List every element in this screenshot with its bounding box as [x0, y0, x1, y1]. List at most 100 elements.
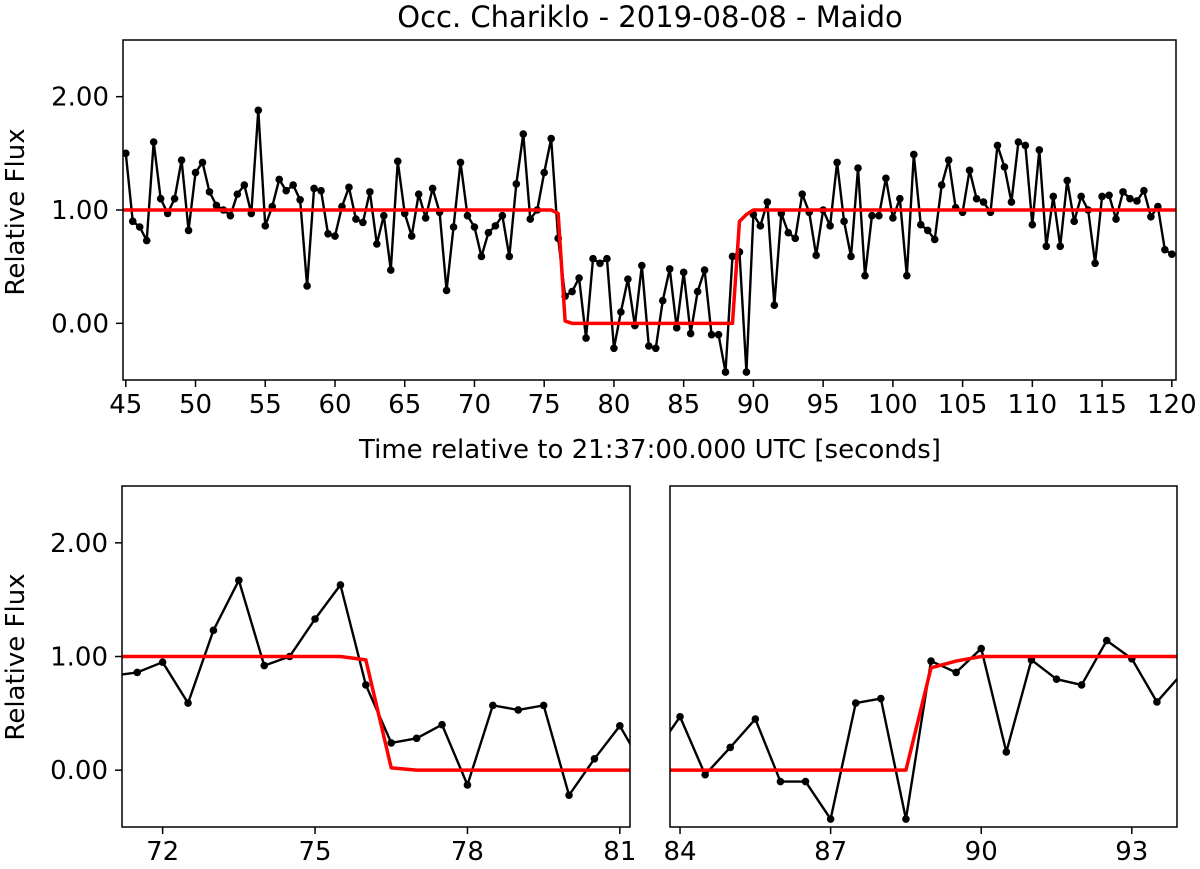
top-data-point — [1035, 146, 1044, 154]
bottom-left-data-point — [108, 672, 116, 680]
bottom-left-data-point — [387, 739, 396, 747]
top-data-point — [645, 342, 653, 350]
top-data-point — [1140, 186, 1148, 195]
top-data-point — [742, 368, 751, 376]
top-x-tick-label: 75 — [528, 390, 561, 420]
bottom-right-data-point — [801, 777, 810, 786]
top-data-point — [289, 181, 297, 189]
top-data-point — [1161, 245, 1169, 254]
bottom-left-data-point — [158, 658, 167, 666]
bottom-right-data-point — [1077, 681, 1086, 689]
top-data-point — [1063, 176, 1072, 185]
top-data-point — [373, 240, 381, 248]
top-data-point — [184, 226, 193, 235]
top-data-point — [156, 194, 165, 203]
bottom-left-data-point — [590, 755, 599, 763]
top-data-point — [123, 149, 130, 158]
bottom-left-data-point — [438, 720, 446, 729]
top-data-point — [651, 344, 660, 353]
top-data-point — [763, 198, 772, 206]
bottom-left-data-point — [514, 706, 523, 714]
top-x-tick-label: 45 — [109, 390, 142, 420]
top-x-tick-label: 70 — [458, 390, 491, 420]
bottom-right-axes-frame — [669, 485, 1178, 828]
top-data-point — [714, 330, 723, 339]
top-data-point — [603, 254, 611, 263]
top-data-point — [1133, 197, 1141, 205]
bottom-left-y-tick-label: 0.00 — [50, 756, 108, 786]
top-data-point — [1007, 198, 1016, 206]
top-data-point — [1091, 259, 1099, 268]
top-data-point — [665, 265, 674, 273]
bottom-right-data-point — [826, 815, 835, 823]
bottom-left-fit-line — [122, 654, 630, 772]
top-data-point — [672, 324, 681, 332]
bottom-left-data-point — [489, 701, 497, 710]
top-data-point — [1000, 163, 1009, 171]
top-data-point — [477, 252, 486, 261]
bottom-right-x-tick-label: 90 — [965, 837, 998, 867]
top-x-tick-label: 55 — [249, 390, 282, 420]
bottom-left-data-point — [362, 681, 370, 689]
top-data-point — [693, 287, 702, 296]
top-data-point — [1126, 194, 1134, 203]
top-data-point — [686, 329, 695, 338]
bottom-left-x-tick-label: 81 — [603, 837, 636, 867]
bottom-left-data-point — [641, 766, 649, 774]
bottom-right-data-point — [701, 770, 709, 779]
top-data-point — [965, 166, 974, 175]
bottom-left-data-point — [311, 615, 319, 623]
top-data-point — [679, 268, 688, 277]
top-data-point — [547, 134, 555, 143]
bottom-right-plot-area: 84 87 90 93 — [651, 485, 1186, 867]
top-data-point — [1077, 192, 1085, 201]
bottom-right-data-point — [1052, 675, 1061, 684]
bottom-left-data-point — [616, 722, 624, 730]
top-data-point — [707, 330, 716, 339]
top-data-point — [624, 275, 632, 283]
top-data-point — [303, 282, 311, 290]
top-data-point — [317, 186, 325, 195]
top-data-point — [861, 271, 869, 280]
top-x-tick-label: 60 — [318, 390, 351, 420]
bottom-left-data-point — [412, 734, 421, 743]
top-data-point — [310, 184, 318, 193]
bottom-left-data-point — [235, 576, 243, 585]
bottom-right-data-point — [651, 749, 659, 757]
bottom-left-y-tick-label: 1.00 — [50, 643, 108, 673]
top-data-point — [812, 251, 820, 260]
top-data-point — [1070, 217, 1078, 226]
top-data-point — [393, 157, 402, 166]
top-data-point — [596, 259, 604, 268]
bottom-right-x-tick-label: 84 — [663, 837, 696, 867]
top-plot-area: 45 50 55 60 65 70 75 80 85 90 95 100 105 110 115 120 0.0… — [51, 39, 1197, 420]
top-x-tick-label: 120 — [1147, 390, 1197, 420]
top-data-point — [923, 226, 932, 235]
top-flux-line — [124, 109, 1173, 374]
top-data-point — [903, 271, 911, 280]
bottom-right-data-point — [1178, 670, 1186, 678]
top-data-point — [610, 344, 618, 353]
top-x-tick-label: 100 — [868, 390, 918, 420]
top-data-point — [386, 266, 395, 274]
top-data-point — [428, 184, 437, 193]
top-data-point — [449, 223, 458, 231]
bottom-left-x-tick-label: 75 — [298, 837, 331, 867]
top-data-point — [1042, 242, 1051, 251]
bottom-right-data-point — [877, 694, 885, 703]
bottom-right-data-point — [776, 777, 785, 786]
top-data-point — [128, 217, 137, 226]
top-x-tick-label: 105 — [938, 390, 988, 420]
top-data-point — [728, 252, 737, 261]
top-data-point — [1098, 192, 1106, 201]
bottom-left-data-point — [260, 661, 269, 670]
top-data-point — [937, 181, 946, 189]
top-data-point — [568, 287, 576, 296]
top-data-point — [784, 228, 793, 237]
top-data-point — [205, 188, 214, 196]
top-y-tick-label: 1.00 — [51, 196, 109, 226]
bottom-right-data-point — [1153, 698, 1161, 706]
top-data-point — [282, 186, 290, 195]
top-data-point — [359, 218, 367, 227]
top-data-point — [833, 158, 841, 167]
